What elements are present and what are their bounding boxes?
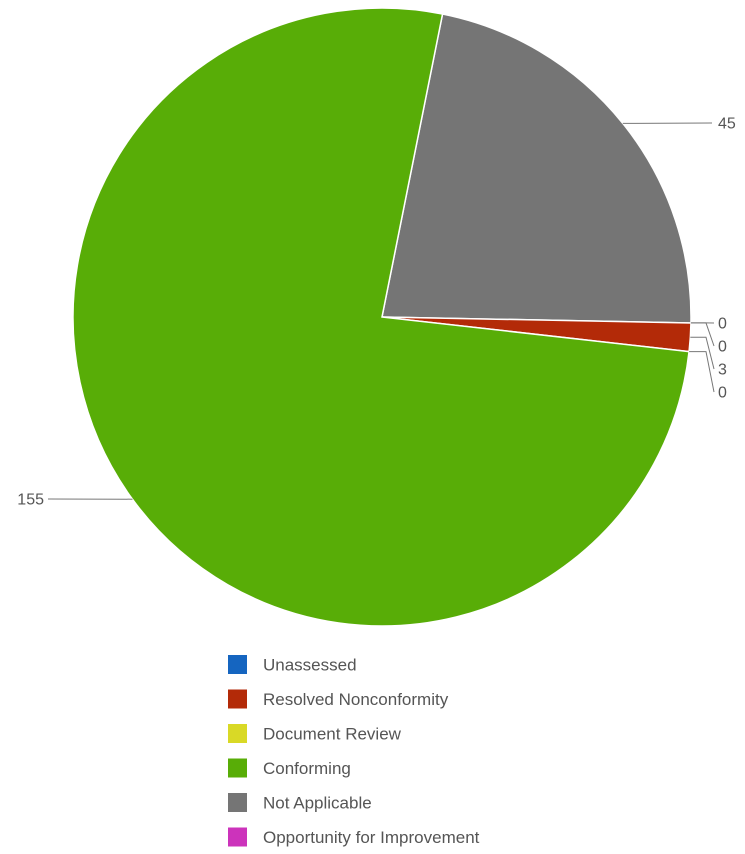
pie-slices — [72, 7, 692, 627]
legend-swatch-document-review — [228, 724, 247, 743]
data-label-opportunity-for-improvement: 0 — [718, 339, 727, 356]
legend-label-conforming: Conforming — [263, 759, 351, 778]
legend-item-opportunity-for-improvement[interactable]: Opportunity for Improvement — [228, 827, 480, 848]
callout-line-opportunity-for-improvement — [690, 322, 715, 347]
data-label-not-applicable: 45 — [718, 116, 736, 133]
legend-label-not-applicable: Not Applicable — [263, 794, 372, 813]
legend-item-conforming[interactable]: Conforming — [228, 758, 351, 779]
legend-item-resolved-nonconformity[interactable]: Resolved Nonconformity — [228, 689, 449, 710]
legend-label-opportunity-for-improvement: Opportunity for Improvement — [263, 828, 480, 847]
legend-swatch-conforming — [228, 758, 247, 778]
legend-item-document-review[interactable]: Document Review — [228, 724, 402, 744]
legend-swatch-unassessed — [228, 655, 247, 674]
legend-label-document-review: Document Review — [263, 725, 402, 744]
data-label-conforming: 155 — [17, 492, 44, 509]
data-label-unassessed: 0 — [718, 316, 727, 333]
data-label-resolved-nonconformity: 3 — [718, 362, 727, 379]
legend-label-resolved-nonconformity: Resolved Nonconformity — [263, 690, 449, 709]
legend-swatch-opportunity-for-improvement — [228, 827, 247, 847]
legend-item-not-applicable[interactable]: Not Applicable — [228, 793, 372, 813]
callout-line-document-review — [689, 351, 715, 393]
pie-callouts: 45 0 0 3 0 155 — [17, 116, 736, 509]
chart-legend: Unassessed Resolved Nonconformity Document… — [228, 655, 480, 847]
callout-line-resolved-nonconformity — [690, 336, 715, 370]
legend-label-unassessed: Unassessed — [263, 656, 357, 675]
legend-swatch-resolved-nonconformity — [228, 689, 247, 709]
legend-swatch-not-applicable — [228, 793, 247, 812]
legend-item-unassessed[interactable]: Unassessed — [228, 655, 357, 675]
data-label-document-review: 0 — [718, 385, 727, 402]
